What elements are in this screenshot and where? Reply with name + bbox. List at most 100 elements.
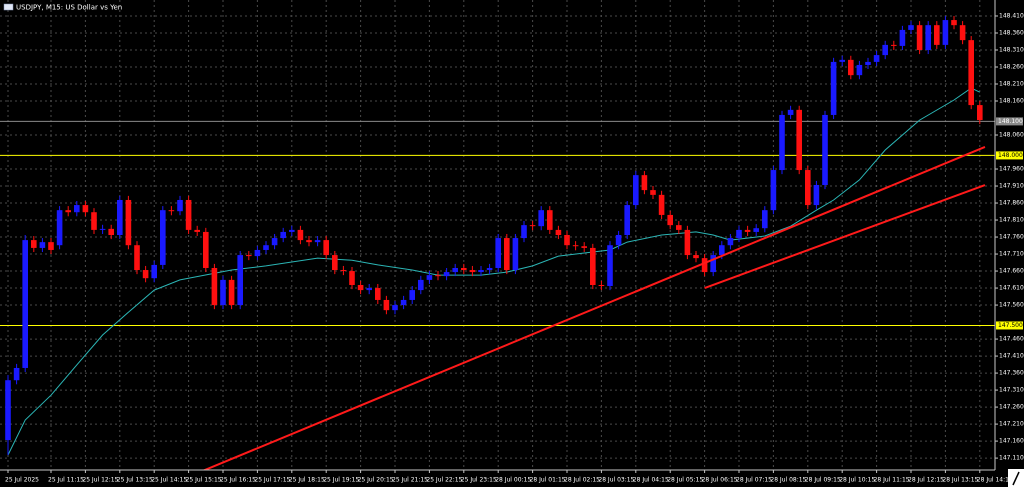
trendline	[202, 145, 986, 470]
x-tick-label: 28 Jul 14:15	[977, 477, 1013, 484]
candle-body	[727, 238, 734, 246]
level-label: 147.500	[998, 322, 1023, 329]
candle-body	[676, 225, 682, 230]
y-tick-label: 147.960	[999, 166, 1024, 173]
candle-body	[185, 199, 192, 230]
candle-body	[418, 279, 424, 291]
y-tick-label: 147.610	[999, 285, 1024, 292]
candle-body	[684, 229, 691, 256]
candle-body	[13, 367, 20, 381]
candle-body	[82, 205, 89, 213]
y-tick-label: 148.360	[999, 29, 1024, 36]
y-tick-label: 147.260	[999, 404, 1024, 411]
symbol-icon	[3, 3, 14, 11]
x-tick-label: 28 Jul 10:15	[839, 477, 875, 484]
x-tick-label: 25 Jul 18:15	[289, 477, 325, 484]
candle-body	[332, 255, 338, 271]
y-tick-label: 148.210	[999, 81, 1024, 88]
candle-body	[959, 25, 966, 41]
candle-body	[469, 270, 476, 273]
candle-body	[977, 105, 983, 121]
candle-body	[693, 255, 699, 259]
candle-body	[211, 267, 218, 306]
y-tick-label: 147.210	[999, 421, 1024, 428]
candle-body	[263, 245, 269, 250]
x-tick-label: 28 Jul 02:15	[564, 477, 600, 484]
x-tick-label: 25 Jul 16:15	[220, 477, 256, 484]
candle-body	[787, 109, 794, 115]
candle-body	[435, 275, 441, 277]
candle-body	[194, 229, 200, 232]
candle-body	[443, 272, 450, 277]
trendline	[704, 184, 986, 289]
candle-body	[564, 235, 570, 246]
candle-body	[504, 238, 510, 271]
candle-body	[891, 44, 897, 46]
x-tick-label: 25 Jul 21:15	[392, 477, 428, 484]
x-tick-label: 28 Jul 00:15	[495, 477, 531, 484]
candle-body	[744, 229, 751, 232]
candle-body	[615, 235, 622, 246]
candle-body	[486, 267, 493, 271]
candle-body	[366, 288, 372, 291]
candle-body	[220, 279, 226, 306]
candle-body	[400, 299, 407, 306]
candle-body	[968, 40, 974, 106]
candle-body	[340, 270, 347, 272]
x-tick-label: 25 Jul 14:15	[151, 477, 187, 484]
x-tick-label: 28 Jul 12:15	[908, 477, 944, 484]
candle-body	[142, 270, 149, 279]
candle-body	[392, 305, 398, 311]
candle-body	[762, 210, 768, 229]
candle-body	[168, 210, 175, 212]
candle-body	[203, 231, 209, 268]
candle-body	[848, 59, 854, 76]
level-label-box	[996, 151, 1023, 160]
candle-body	[770, 170, 777, 211]
candle-body	[99, 228, 106, 230]
candle-body	[91, 212, 97, 230]
x-tick-label: 28 Jul 13:15	[942, 477, 978, 484]
candle-body	[383, 299, 390, 311]
candle-body	[822, 114, 828, 186]
candle-body	[65, 210, 71, 213]
candle-body	[555, 229, 562, 235]
candle-body	[547, 210, 553, 230]
candle-body	[357, 284, 364, 291]
y-tick-label: 148.260	[999, 63, 1024, 70]
candle-body	[736, 229, 742, 239]
candle-body	[572, 245, 579, 247]
candle-body	[641, 175, 648, 191]
y-tick-label: 147.660	[999, 268, 1024, 275]
y-tick-label: 147.110	[999, 455, 1024, 462]
candle-body	[271, 238, 278, 246]
y-tick-label: 147.760	[999, 234, 1024, 241]
candle-body	[805, 170, 811, 206]
candle-body	[899, 29, 906, 46]
candle-body	[108, 228, 114, 235]
y-tick-label: 147.860	[999, 200, 1024, 207]
candle-body	[228, 279, 235, 306]
level-label-box	[996, 321, 1023, 330]
candle-body	[74, 205, 80, 213]
candle-body	[710, 255, 716, 273]
x-tick-label: 25 Jul 15:15	[186, 477, 222, 484]
candle-body	[117, 199, 123, 235]
x-tick-label: 25 Jul 23:15	[461, 477, 497, 484]
candle-body	[495, 238, 501, 268]
candle-body	[701, 258, 708, 273]
candle-body	[590, 247, 596, 285]
candle-body	[349, 271, 355, 285]
candle-body	[512, 238, 519, 271]
x-tick-label: 28 Jul 04:15	[633, 477, 669, 484]
y-tick-label: 147.710	[999, 251, 1024, 258]
x-tick-label: 28 Jul 09:15	[805, 477, 841, 484]
candle-body	[39, 242, 46, 248]
candle-body	[796, 109, 802, 171]
candle-body	[650, 190, 656, 195]
candle-body	[22, 240, 28, 368]
candle-body	[538, 210, 544, 227]
